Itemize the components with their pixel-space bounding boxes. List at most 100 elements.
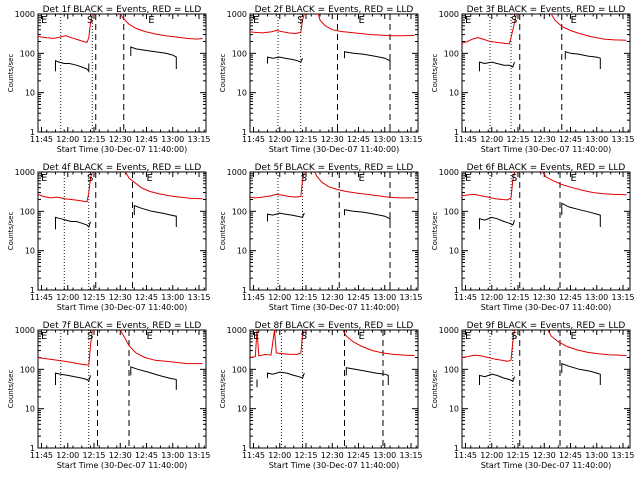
chart-panel-7: Det 7f BLACK = Events, RED = LLD 1 10 100 10… xyxy=(7,321,211,470)
chart-title: Det 3f BLACK = Events, RED = LLD xyxy=(467,5,626,15)
event-marker-e: E xyxy=(253,331,259,342)
lld-series-line xyxy=(461,13,517,45)
event-marker-e: E xyxy=(147,173,153,184)
x-tick-label: 12:30 xyxy=(533,293,556,302)
x-tick-label: 12:00 xyxy=(56,135,79,144)
x-tick-label: 12:00 xyxy=(480,451,503,460)
event-marker-e: E xyxy=(359,173,365,184)
y-tick-label: 1 xyxy=(242,444,247,453)
x-tick-label: 13:15 xyxy=(399,135,422,144)
y-tick-label: 10 xyxy=(25,89,35,98)
x-tick-label: 12:00 xyxy=(268,293,291,302)
events-series-line xyxy=(344,209,391,227)
plot-frame xyxy=(37,329,207,449)
y-tick-label: 10 xyxy=(449,405,459,414)
y-tick-label: 10 xyxy=(237,247,247,256)
y-axis-label: Counts/sec xyxy=(219,370,227,409)
plot-frame xyxy=(249,13,419,133)
x-tick-label: 12:30 xyxy=(109,451,132,460)
lld-series-line xyxy=(125,171,203,200)
y-tick-label: 1000 xyxy=(439,326,459,335)
event-marker-s: S xyxy=(511,331,517,342)
lld-series-line xyxy=(461,329,515,362)
chart-title: Det 1f BLACK = Events, RED = LLD xyxy=(43,5,202,15)
x-axis-label: Start Time (30-Dec-07 11:40:00) xyxy=(269,145,400,154)
y-axis-label: Counts/sec xyxy=(431,370,439,409)
y-tick-label: 1000 xyxy=(15,326,35,335)
y-tick-label: 100 xyxy=(444,207,459,216)
lld-series-line xyxy=(547,329,627,356)
y-axis-label: Counts/sec xyxy=(431,54,439,93)
y-tick-label: 10 xyxy=(449,247,459,256)
lld-series-line xyxy=(37,13,93,43)
event-marker-s: S xyxy=(301,331,307,342)
event-marker-s: S xyxy=(87,15,93,26)
y-tick-label: 100 xyxy=(20,365,35,374)
event-marker-s: S xyxy=(301,173,307,184)
x-tick-label: 11:45 xyxy=(242,451,265,460)
lld-series-line xyxy=(317,13,415,37)
y-tick-label: 100 xyxy=(232,365,247,374)
lld-series-line xyxy=(461,171,515,201)
lld-series-line xyxy=(542,171,627,196)
x-tick-label: 12:45 xyxy=(347,293,370,302)
plot-frame xyxy=(37,13,207,133)
events-series-line xyxy=(267,212,305,222)
x-tick-label: 13:00 xyxy=(373,451,396,460)
y-tick-label: 1000 xyxy=(439,10,459,19)
y-tick-label: 100 xyxy=(444,365,459,374)
chart-panel-4: Det 4f BLACK = Events, RED = LLD 1 10 100 10… xyxy=(7,163,211,312)
x-tick-label: 12:00 xyxy=(56,293,79,302)
events-series-line xyxy=(345,367,389,385)
x-tick-label: 13:15 xyxy=(399,293,422,302)
x-tick-label: 12:00 xyxy=(268,451,291,460)
chart-panel-8: Det 8f BLACK = Events, RED = LLD 1 10 100 10… xyxy=(219,321,423,470)
y-tick-label: 1000 xyxy=(15,10,35,19)
y-tick-label: 1 xyxy=(30,444,35,453)
y-tick-label: 100 xyxy=(20,207,35,216)
y-tick-label: 1000 xyxy=(227,10,247,19)
events-series-line xyxy=(267,56,303,64)
x-tick-label: 12:15 xyxy=(506,451,529,460)
x-tick-label: 11:45 xyxy=(30,451,53,460)
x-axis-label: Start Time (30-Dec-07 11:40:00) xyxy=(481,461,612,470)
plot-frame xyxy=(37,171,207,291)
x-tick-label: 12:00 xyxy=(480,293,503,302)
lld-series-line xyxy=(119,329,203,365)
event-marker-s: S xyxy=(511,173,517,184)
x-tick-label: 12:15 xyxy=(294,135,317,144)
plot-frame xyxy=(461,329,631,449)
x-tick-label: 12:00 xyxy=(268,135,291,144)
lld-series-line xyxy=(249,171,305,199)
x-tick-label: 12:30 xyxy=(321,293,344,302)
y-tick-label: 100 xyxy=(20,49,35,58)
x-tick-label: 12:15 xyxy=(82,293,105,302)
lld-series-line xyxy=(342,329,415,356)
events-series-line xyxy=(130,366,177,390)
x-tick-label: 13:15 xyxy=(399,451,422,460)
event-marker-s: S xyxy=(511,15,517,26)
chart-title: Det 7f BLACK = Events, RED = LLD xyxy=(43,321,202,331)
chart-panel-5: Det 5f BLACK = Events, RED = LLD 1 10 100 10… xyxy=(219,163,423,312)
plot-frame xyxy=(461,171,631,291)
x-tick-label: 12:15 xyxy=(506,293,529,302)
chart-title: Det 8f BLACK = Events, RED = LLD xyxy=(255,321,414,331)
x-tick-label: 11:45 xyxy=(30,293,53,302)
x-tick-label: 12:45 xyxy=(559,293,582,302)
y-axis-label: Counts/sec xyxy=(7,370,15,409)
x-tick-label: 12:30 xyxy=(109,135,132,144)
lld-series-line xyxy=(37,171,93,203)
y-axis-label: Counts/sec xyxy=(7,54,15,93)
x-tick-label: 12:15 xyxy=(82,451,105,460)
x-axis-label: Start Time (30-Dec-07 11:40:00) xyxy=(481,303,612,312)
x-tick-label: 11:45 xyxy=(454,451,477,460)
events-series-line xyxy=(479,216,515,230)
y-axis-label: Counts/sec xyxy=(431,212,439,251)
y-tick-label: 100 xyxy=(444,49,459,58)
x-tick-label: 11:45 xyxy=(30,135,53,144)
event-marker-e: E xyxy=(253,15,259,26)
x-tick-label: 12:45 xyxy=(135,293,158,302)
x-axis-label: Start Time (30-Dec-07 11:40:00) xyxy=(57,145,188,154)
event-marker-e: E xyxy=(359,15,365,26)
